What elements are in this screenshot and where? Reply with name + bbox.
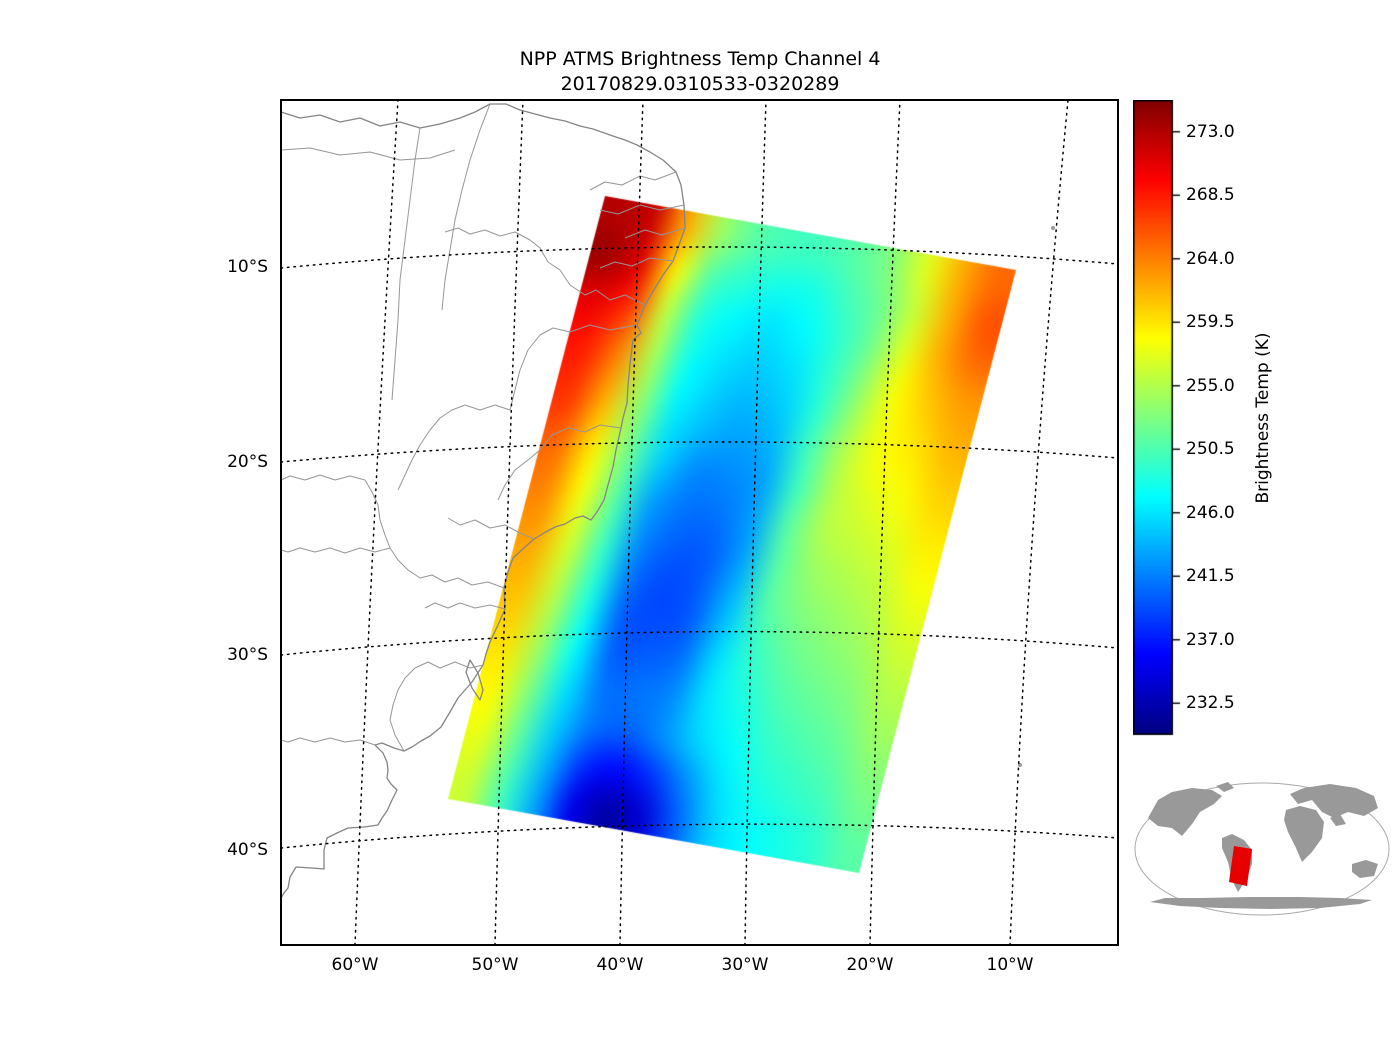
admin-boundary — [280, 474, 366, 481]
colorbar — [1133, 100, 1181, 737]
swath-location-inset — [1134, 782, 1390, 916]
lon-tick-label: 20°W — [846, 955, 894, 975]
lat-tick-label: 10°S — [227, 257, 268, 277]
lon-tick-label: 30°W — [721, 955, 769, 975]
colorbar-tick-label: 259.5 — [1186, 312, 1235, 333]
admin-boundary — [497, 424, 622, 501]
globe-outline — [1134, 782, 1390, 916]
graticule-parallel — [280, 630, 1119, 656]
graticule-meridian — [494, 99, 524, 946]
colorbar-tick-label: 237.0 — [1186, 629, 1235, 650]
river-line — [391, 127, 421, 401]
colorbar-tick-label: 273.0 — [1186, 121, 1235, 142]
graticule — [280, 99, 1119, 946]
lagoon-outline — [465, 659, 484, 701]
graticule-meridian — [354, 99, 399, 946]
admin-boundary — [589, 171, 677, 191]
colorbar-tick-label: 250.5 — [1186, 439, 1235, 460]
admin-boundary — [444, 227, 531, 241]
lon-tick-label: 60°W — [331, 955, 379, 975]
admin-boundary — [280, 547, 391, 554]
graticule-parallel — [280, 246, 1119, 269]
lat-tick-label: 30°S — [227, 645, 268, 665]
admin-boundary — [447, 517, 535, 540]
lon-tick-label: 10°W — [986, 955, 1034, 975]
colorbar-tick-label: 232.5 — [1186, 693, 1235, 714]
admin-boundary — [599, 204, 685, 215]
coastline-group — [280, 103, 686, 899]
colorbar-axis-label: Brightness Temp (K) — [1253, 332, 1273, 504]
coastline — [280, 103, 686, 899]
map-border — [280, 99, 1119, 946]
graticule-parallel — [280, 441, 1119, 463]
admin-boundary — [599, 257, 674, 269]
swath-footprint-highlight — [1229, 846, 1252, 886]
graticule-parallel — [280, 823, 1119, 849]
island-dot — [1051, 226, 1055, 230]
colorbar-tick-label: 246.0 — [1186, 502, 1235, 523]
colorbar-tick-label: 241.5 — [1186, 566, 1235, 587]
lon-tick-label: 50°W — [471, 955, 519, 975]
admin-boundary — [364, 479, 505, 589]
admin-boundary — [397, 404, 511, 491]
river-line — [441, 103, 491, 311]
lat-tick-label: 20°S — [227, 452, 268, 472]
colorbar-tick-label: 268.5 — [1186, 185, 1235, 206]
graticule-meridian — [869, 99, 901, 946]
colorbar-tick-label: 255.0 — [1186, 375, 1235, 396]
river-line — [280, 147, 456, 161]
lon-tick-label: 40°W — [596, 955, 644, 975]
graticule-meridian — [619, 99, 644, 946]
lat-tick-label: 40°S — [227, 840, 268, 860]
river-line — [529, 239, 646, 306]
graticule-meridian — [744, 99, 767, 946]
island-dot — [1018, 763, 1022, 767]
admin-boundary-group — [280, 103, 686, 752]
admin-boundary — [424, 602, 506, 610]
admin-boundary — [280, 737, 376, 746]
admin-boundary — [509, 324, 638, 411]
admin-boundary — [624, 227, 686, 239]
colorbar-tick-label: 264.0 — [1186, 248, 1235, 269]
graticule-meridian — [1009, 99, 1069, 946]
admin-boundary — [389, 661, 484, 752]
